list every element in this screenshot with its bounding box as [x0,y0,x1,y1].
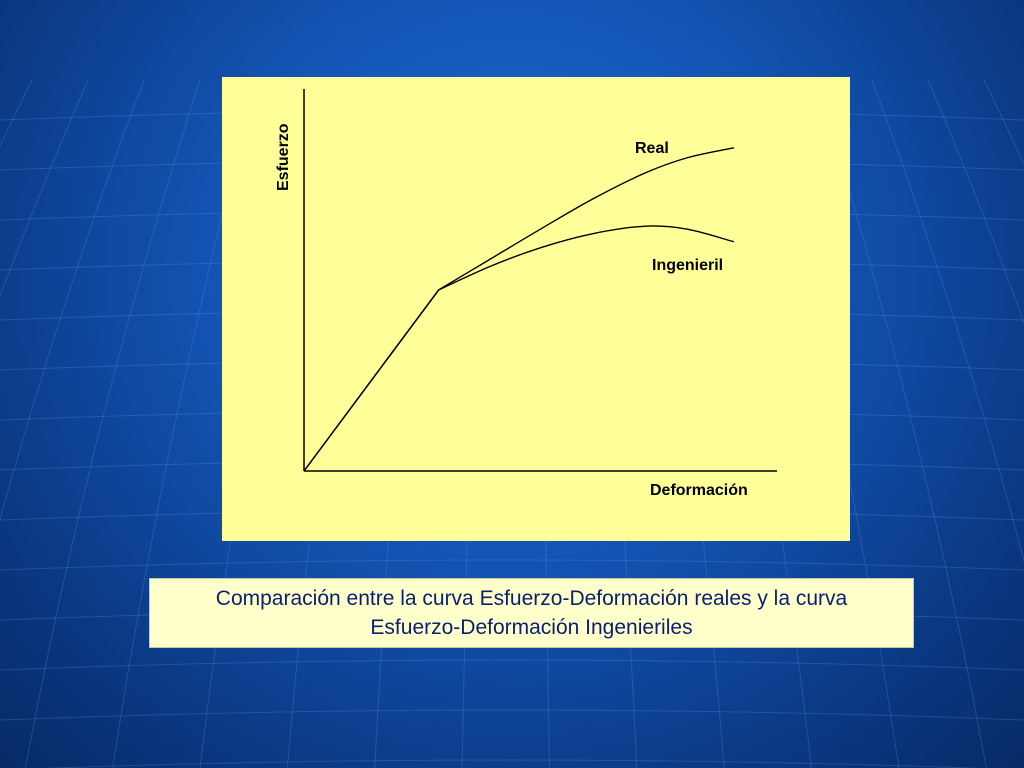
grid-line [40,759,984,768]
caption-text: Comparación entre la curva Esfuerzo-Defo… [215,587,848,639]
grid-line [871,79,1024,564]
grid-line [983,79,1024,166]
series-group: Real Ingenieril [303,140,735,472]
caption-box: Comparación entre la curva Esfuerzo-Defo… [149,578,914,648]
series-label-ingenieril: Ingenieril [652,257,723,274]
chart-panel: Esfuerzo Deformación Real Ingenieril [222,77,850,541]
series-line-real [303,147,735,472]
grid-line [24,79,201,768]
grid-line [0,79,89,298]
grid-line [0,79,145,522]
stress-strain-chart: Esfuerzo Deformación Real Ingenieril [275,89,777,499]
grid-line [927,79,1024,324]
grid-line [0,559,1024,571]
y-axis-label: Esfuerzo [275,123,292,191]
grid-line [0,709,1024,721]
grid-line [0,659,1024,671]
series-label-real: Real [635,140,669,157]
series-line-ingenieril [303,225,735,472]
x-axis-label: Deformación [650,482,748,499]
